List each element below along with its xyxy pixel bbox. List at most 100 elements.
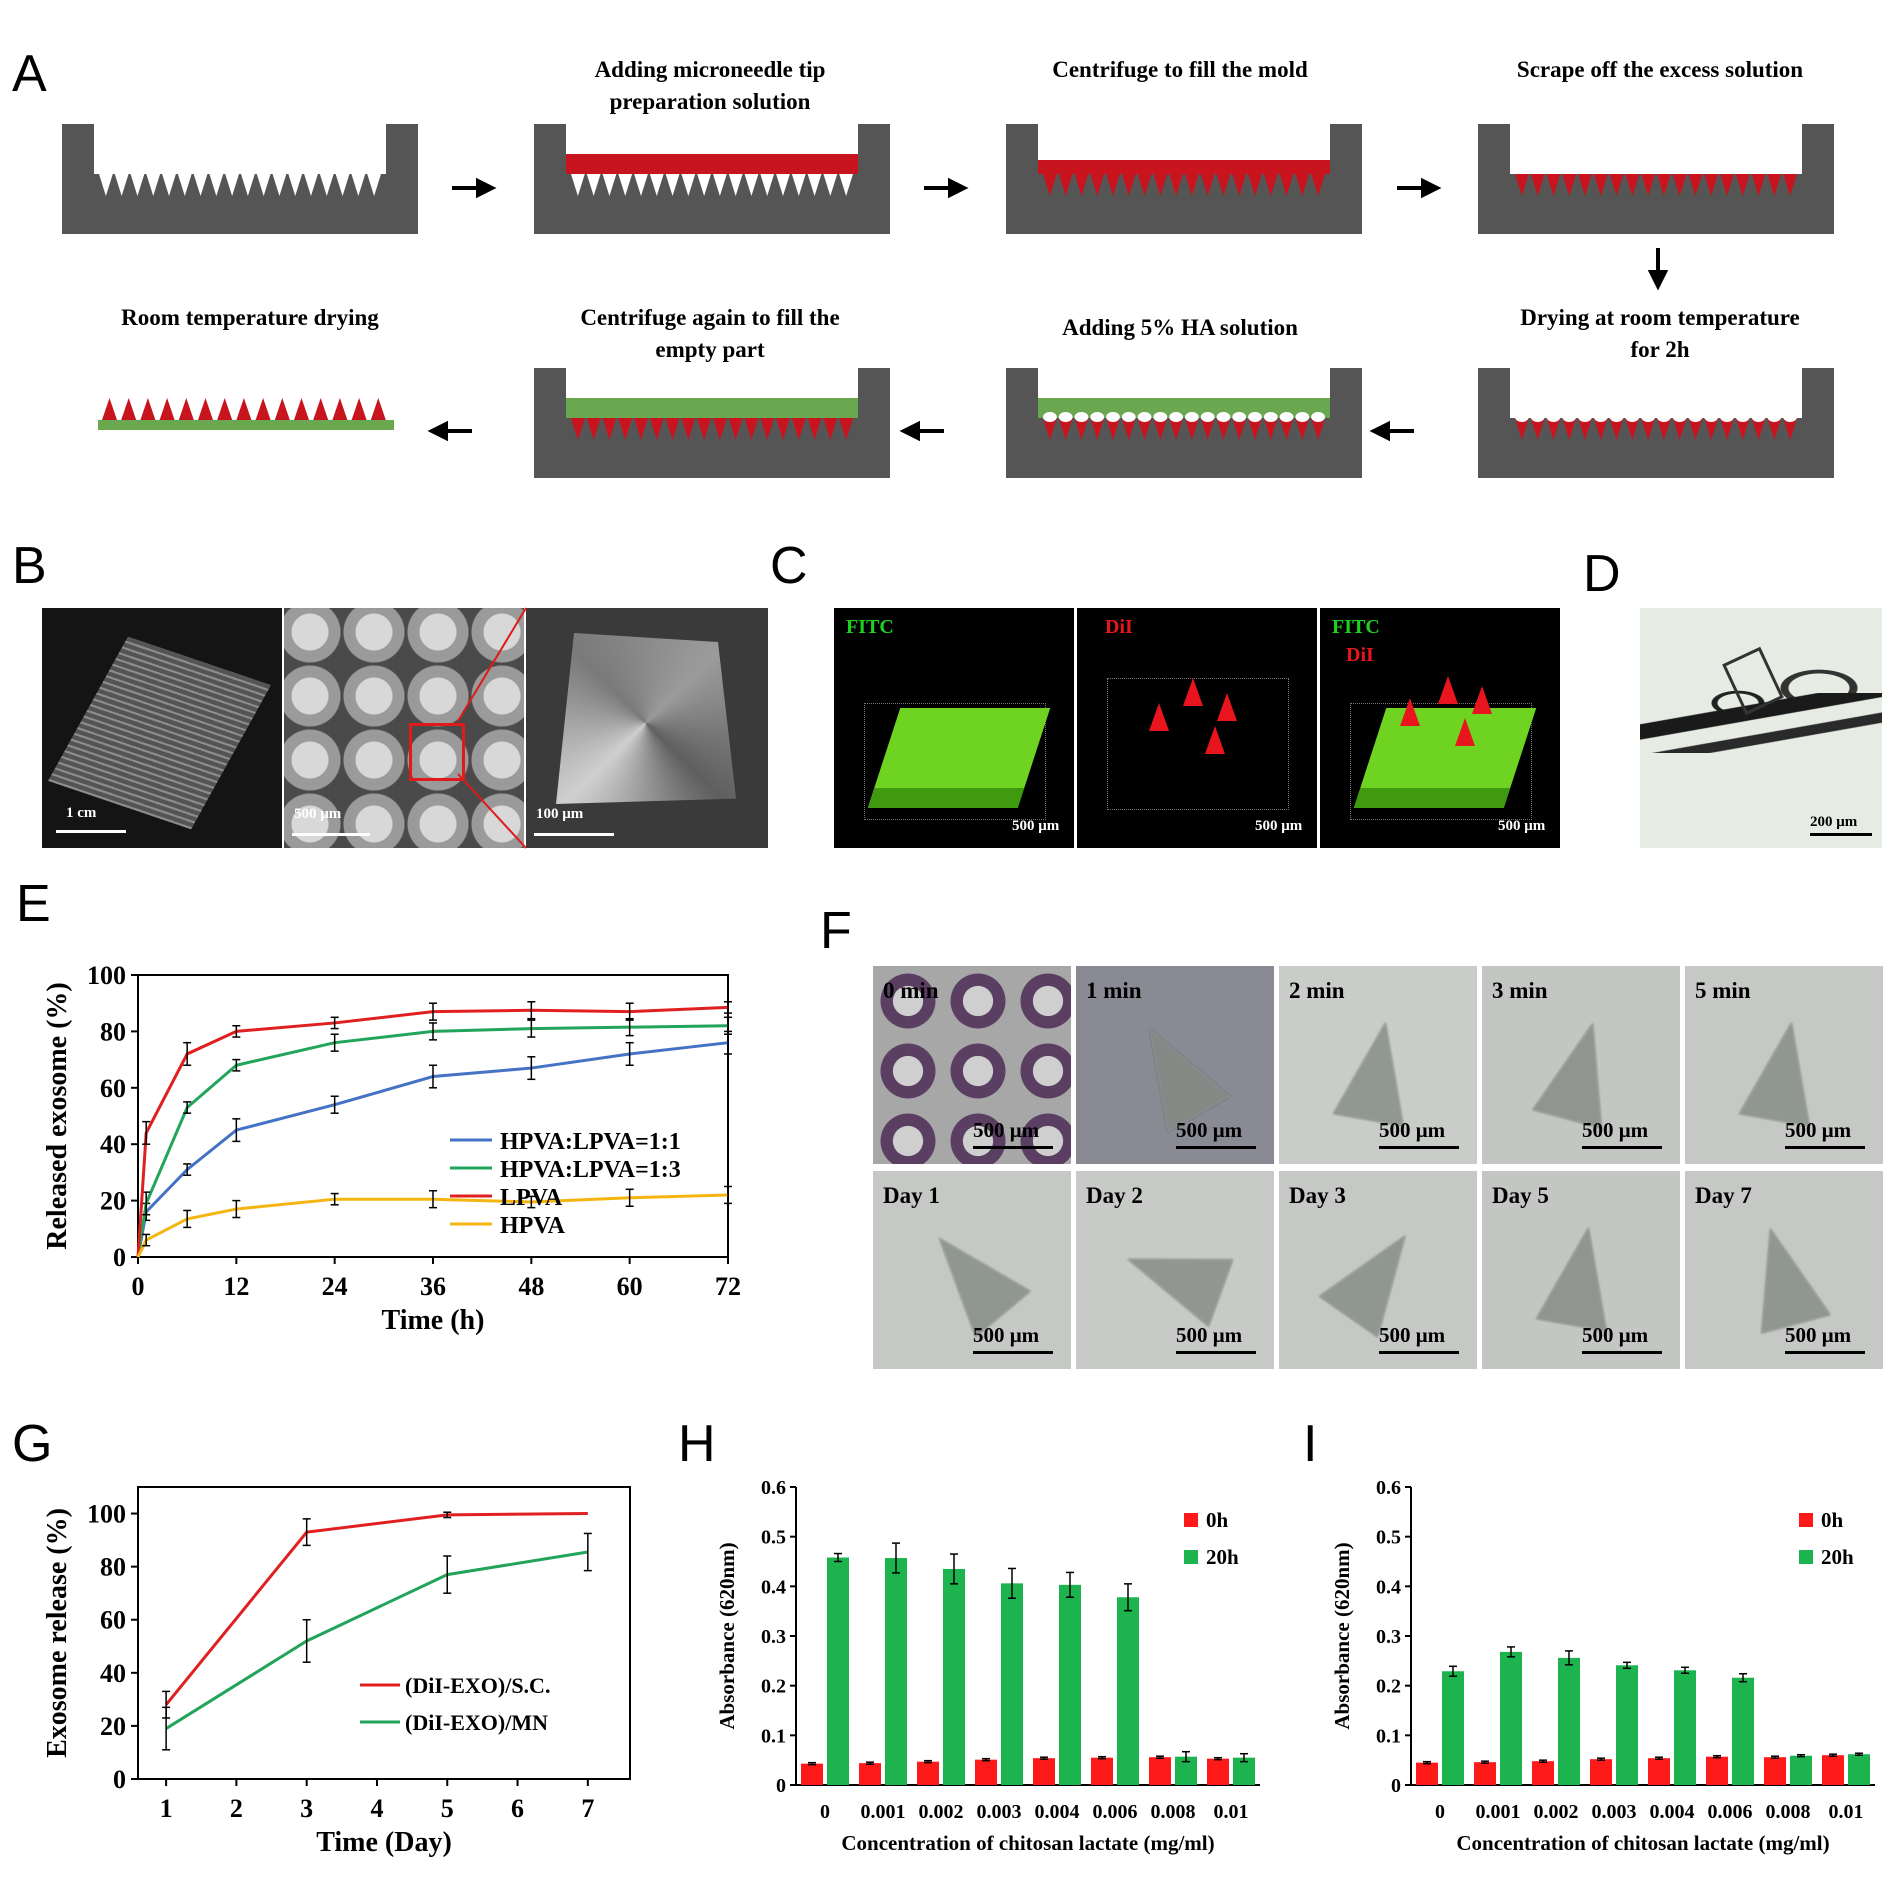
category-label: 0.006 — [1093, 1801, 1138, 1823]
legend-swatch — [1184, 1513, 1198, 1527]
needle-cavity — [1311, 418, 1325, 440]
needle-cavity — [1767, 174, 1782, 196]
micrograph-sem-array: 500 μm — [284, 608, 524, 848]
needle-cavity — [1137, 174, 1152, 196]
chart-e: 0 20 40 60 80 100 0 12 24 36 48 60 72 Time (h) Release… — [42, 961, 741, 1336]
tip-solution-layer — [566, 154, 858, 174]
empty-gap — [1672, 412, 1687, 422]
needle-cavity — [1295, 418, 1310, 440]
label-fitc: FITC — [846, 616, 894, 638]
scale-label-200um: 200 μm — [1810, 814, 1858, 830]
time-label: Day 3 — [1289, 1183, 1346, 1208]
needle-cavity — [1720, 418, 1734, 440]
time-label: Day 2 — [1086, 1183, 1143, 1208]
bar — [1590, 1759, 1612, 1785]
bar — [1848, 1754, 1870, 1785]
empty-gap — [1751, 412, 1766, 422]
needle-cavity — [839, 174, 853, 196]
needle-cavity — [665, 418, 680, 440]
x-tick-label: 6 — [511, 1794, 524, 1823]
y-tick-label: 0 — [776, 1775, 786, 1797]
scale-label-c3: 500 μm — [1498, 818, 1546, 834]
needle-cavity — [1185, 174, 1199, 196]
empty-gap — [1137, 412, 1152, 422]
needle-cavity — [1546, 418, 1561, 440]
panel-label-e: E — [16, 875, 51, 933]
label-fitc-merge: FITC — [1332, 616, 1380, 638]
final-needle — [332, 398, 348, 420]
needle-cavity — [1688, 418, 1703, 440]
category-label: 0.006 — [1708, 1801, 1753, 1823]
scale-label: 500 μm — [1582, 1118, 1649, 1142]
bar — [1207, 1758, 1229, 1785]
mold-cavity-4 — [1510, 124, 1802, 174]
needle-cavity — [1672, 174, 1687, 196]
bar — [1091, 1757, 1113, 1785]
bar — [1532, 1761, 1554, 1785]
bar — [1416, 1762, 1438, 1785]
empty-gap — [1657, 412, 1671, 422]
y-tick-label: 100 — [87, 961, 126, 990]
panel-label-c: C — [770, 537, 808, 595]
needle-cavity — [1137, 418, 1152, 440]
needle-cavity — [1169, 418, 1183, 440]
needle-cavity — [760, 418, 775, 440]
y-tick-label: 60 — [100, 1606, 126, 1635]
empty-gap — [1074, 412, 1089, 422]
final-needle — [178, 398, 194, 420]
panel-label-d: D — [1583, 545, 1621, 603]
time-label: Day 7 — [1695, 1183, 1752, 1208]
panel-label-b: B — [12, 537, 47, 595]
needle-cavity — [1578, 418, 1592, 440]
empty-gap — [1735, 412, 1750, 422]
needle-cavity — [602, 174, 617, 196]
scale-label-c2: 500 μm — [1255, 818, 1303, 834]
mold-diagrams — [62, 124, 1834, 478]
y-tick-label: 80 — [100, 1017, 126, 1046]
final-needle — [255, 398, 271, 420]
legend-label: HPVA — [500, 1213, 566, 1239]
needle-cavity — [1735, 418, 1750, 440]
y-tick-label: 40 — [100, 1130, 126, 1159]
bar — [1558, 1657, 1580, 1785]
mold-cavity-1 — [94, 124, 386, 174]
needle-cavity — [304, 174, 318, 196]
needle-cavity — [713, 174, 727, 196]
needle-cavity — [1248, 418, 1262, 440]
needle-cavity — [602, 418, 617, 440]
bar — [1117, 1597, 1139, 1785]
scale-label-500um-b: 500 μm — [294, 806, 342, 822]
legend-label: 0h — [1821, 1508, 1844, 1532]
empty-gap — [1783, 412, 1797, 422]
needle-cavity — [99, 174, 113, 196]
final-needle — [198, 398, 213, 420]
needle-cavity — [1625, 418, 1640, 440]
needle-cavity — [839, 418, 853, 440]
empty-gap — [1279, 412, 1294, 422]
category-label: 0.003 — [1592, 1801, 1637, 1823]
legend-swatch — [1184, 1550, 1198, 1564]
needle-cavity — [1657, 174, 1671, 196]
needle-cavity — [1609, 174, 1624, 196]
needle-cavity — [177, 174, 192, 196]
needle-cavity — [162, 174, 176, 196]
y-tick-label: 0.2 — [1376, 1676, 1401, 1698]
bar — [859, 1763, 881, 1785]
dissolution-image-day-1: Day 1 500 μm — [873, 1171, 1071, 1369]
bar — [1059, 1584, 1081, 1785]
x-tick-label: 72 — [715, 1272, 741, 1301]
step-caption-4: Drying at room temperature for 2h — [1520, 305, 1800, 362]
y-tick-label: 60 — [100, 1074, 126, 1103]
bar — [827, 1557, 849, 1785]
category-label: 0.001 — [861, 1801, 906, 1823]
needle-cavity — [728, 174, 743, 196]
category-label: 0.002 — [1534, 1801, 1579, 1823]
scale-label: 500 μm — [1176, 1323, 1243, 1347]
needle-cavity — [1515, 174, 1529, 196]
empty-gap — [1216, 412, 1231, 422]
y-tick-label: 100 — [87, 1500, 126, 1529]
step-caption-2: Centrifuge to fill the mold — [1052, 57, 1308, 82]
time-label: 5 min — [1695, 978, 1751, 1003]
empty-gap — [1593, 412, 1608, 422]
scale-label: 500 μm — [1176, 1118, 1243, 1142]
